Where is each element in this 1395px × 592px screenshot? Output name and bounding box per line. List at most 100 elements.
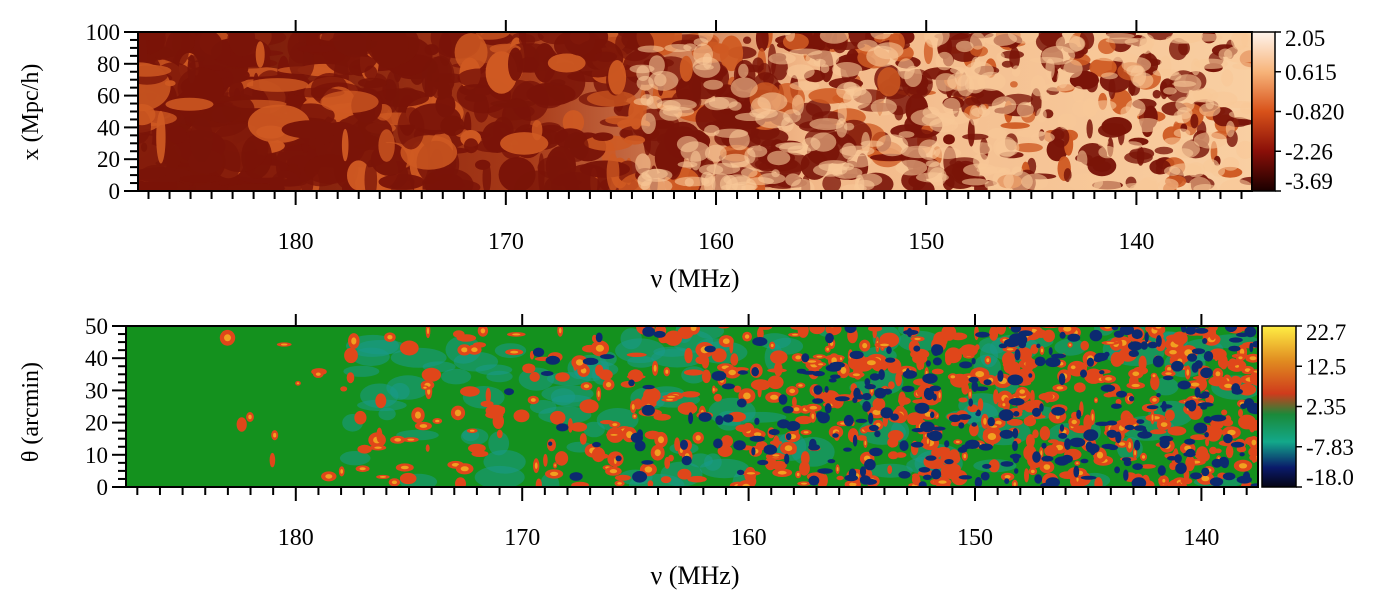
- cold-spot: [1083, 429, 1099, 441]
- hot-spot-core: [1070, 365, 1076, 370]
- cold-spot: [849, 350, 864, 360]
- hot-spot-core: [852, 373, 861, 377]
- hot-spot-core: [1105, 377, 1112, 381]
- ionized-region: [1030, 131, 1055, 144]
- cold-spot: [1185, 326, 1197, 335]
- cold-spot: [1228, 345, 1241, 352]
- cold-spot: [600, 354, 615, 360]
- hot-spot-core: [296, 382, 300, 385]
- hot-spot: [647, 480, 654, 487]
- hot-spot: [750, 379, 771, 391]
- neutral-region: [164, 80, 176, 87]
- ionized-region: [1043, 83, 1075, 92]
- y-tick-label: 60: [97, 84, 120, 109]
- ionized-region: [1163, 87, 1177, 95]
- hot-spot: [269, 452, 276, 468]
- neutral-region: [519, 56, 539, 73]
- neutral-region: [1010, 81, 1018, 88]
- hot-spot-core: [480, 328, 486, 334]
- hot-spot: [836, 475, 844, 481]
- hot-spot: [1080, 340, 1089, 351]
- neutral-region: [679, 55, 693, 82]
- hot-spot: [950, 421, 961, 427]
- hot-spot-core: [849, 482, 857, 487]
- cold-spot: [959, 361, 973, 369]
- hot-spot: [721, 435, 733, 448]
- ionized-region: [1222, 157, 1240, 171]
- neutral-region: [464, 94, 488, 102]
- cold-spot: [1111, 326, 1119, 331]
- cold-spot: [1036, 343, 1041, 349]
- ionized-region: [783, 109, 802, 123]
- hot-spot-core: [1118, 442, 1125, 446]
- hot-spot-core: [612, 423, 618, 427]
- hot-spot-core: [340, 469, 344, 474]
- cold-spot: [918, 467, 931, 473]
- ionized-region: [1223, 45, 1252, 64]
- cold-spot: [1132, 463, 1143, 470]
- hot-spot: [1073, 382, 1086, 393]
- cold-spot: [997, 370, 1004, 382]
- x-tick-label: 140: [1183, 525, 1219, 551]
- cold-spot: [862, 401, 871, 412]
- cold-spot: [698, 412, 712, 422]
- hot-spot-core: [1165, 372, 1172, 375]
- hot-spot: [236, 417, 247, 432]
- cold-spot: [1111, 403, 1122, 409]
- neutral-region: [370, 32, 409, 69]
- hot-spot-core: [1043, 464, 1051, 470]
- hot-spot: [570, 422, 588, 432]
- neutral-region: [490, 99, 536, 108]
- ionized-region: [1057, 113, 1077, 130]
- cold-spot: [569, 472, 583, 481]
- cold-spot: [1162, 375, 1174, 381]
- cold-spot: [859, 466, 867, 477]
- cold-spot: [852, 397, 858, 404]
- hot-spot: [376, 427, 383, 443]
- neutral-region: [385, 70, 400, 113]
- hot-spot: [1185, 455, 1195, 472]
- cold-spot: [545, 355, 560, 365]
- cold-spot: [778, 394, 788, 405]
- cool-region: [390, 347, 447, 368]
- neutral-region: [743, 36, 752, 44]
- hot-spot: [1205, 437, 1210, 447]
- cold-spot: [641, 460, 654, 465]
- cold-spot: [1197, 402, 1214, 407]
- cold-spot: [971, 358, 976, 365]
- neutral-region: [1190, 113, 1199, 129]
- hot-spot: [626, 374, 646, 379]
- ionized-region: [771, 169, 780, 178]
- cold-spot: [1073, 465, 1080, 478]
- bottom-x-axis-label: ν (MHz): [650, 561, 739, 590]
- ionized-region: [923, 32, 950, 46]
- ionized-region: [1120, 106, 1134, 118]
- hot-spot: [757, 327, 764, 340]
- cold-spot: [1128, 396, 1135, 402]
- hot-spot-core: [387, 335, 393, 340]
- ionized-region: [1097, 137, 1109, 147]
- neutral-region: [193, 32, 223, 61]
- neutral-region: [1152, 89, 1162, 99]
- neutral-region: [364, 65, 378, 80]
- hot-spot-core: [864, 440, 867, 446]
- hot-spot: [907, 413, 921, 426]
- cold-spot: [999, 429, 1014, 439]
- ionized-region: [1173, 128, 1191, 138]
- neutral-region: [962, 133, 989, 140]
- ionized-region: [942, 97, 961, 115]
- cold-spot: [1127, 341, 1143, 351]
- hot-spot: [660, 476, 672, 484]
- neutral-region: [1000, 122, 1030, 129]
- neutral-region: [907, 86, 922, 95]
- hot-spot: [543, 453, 548, 467]
- ionized-region: [973, 153, 989, 170]
- cold-spot: [504, 388, 514, 396]
- neutral-region: [877, 67, 901, 97]
- hot-spot: [522, 363, 536, 374]
- cold-spot: [1124, 424, 1135, 431]
- top-y-ticks: 100 80 60 40 20 0: [86, 20, 138, 204]
- hot-spot: [571, 481, 589, 487]
- cold-spot: [944, 459, 954, 465]
- cold-spot: [868, 412, 874, 425]
